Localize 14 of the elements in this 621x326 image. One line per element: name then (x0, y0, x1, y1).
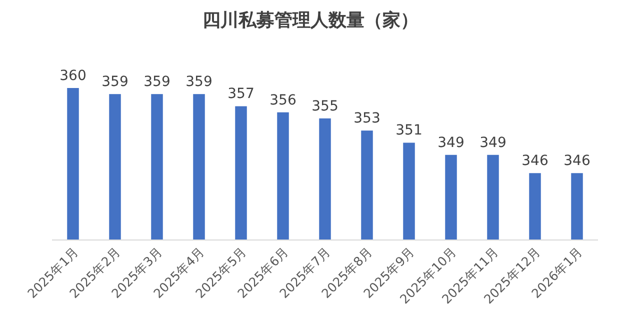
chart-title: 四川私募管理人数量（家） (202, 10, 418, 31)
data-label: 349 (438, 134, 464, 151)
data-label: 360 (60, 68, 86, 84)
data-label: 357 (228, 86, 254, 102)
data-label: 356 (270, 92, 296, 108)
data-label: 351 (396, 122, 422, 139)
data-label: 353 (354, 110, 380, 127)
data-label: 355 (312, 98, 338, 114)
data-label: 359 (102, 74, 128, 90)
data-label: 346 (522, 153, 548, 170)
data-label: 346 (564, 153, 590, 170)
data-label: 359 (144, 74, 170, 90)
data-label: 349 (480, 134, 506, 151)
data-label: 359 (186, 74, 212, 90)
